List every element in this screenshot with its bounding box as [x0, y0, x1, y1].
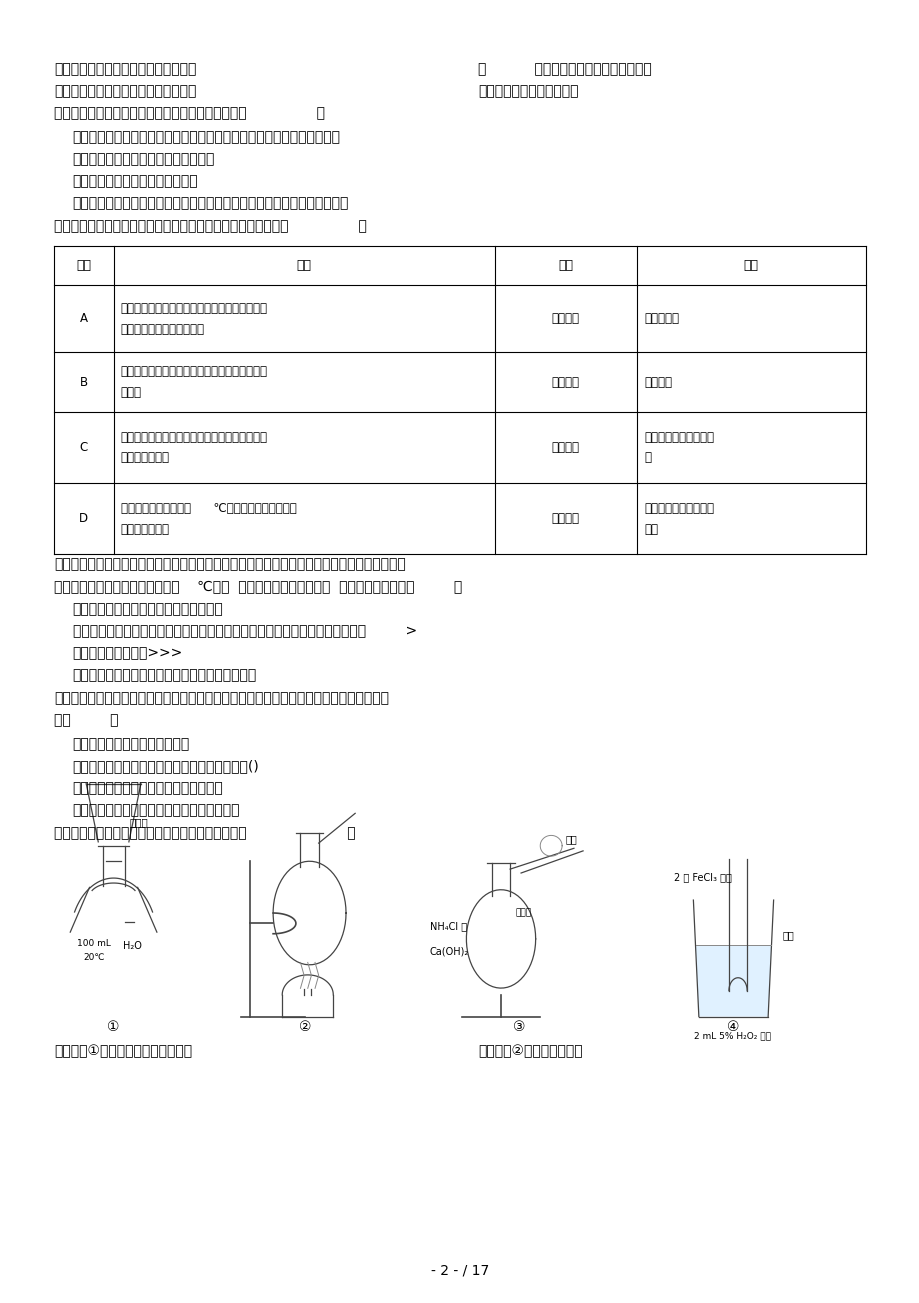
Text: 入溴水: 入溴水	[120, 386, 142, 399]
Text: ．向含有的溶液中通入适量氯气，当有被氧化时，该反应转移电子数目为: ．向含有的溶液中通入适量氯气，当有被氧化时，该反应转移电子数目为	[73, 130, 340, 143]
Text: 2 mL 5% H₂O₂ 溶液: 2 mL 5% H₂O₂ 溶液	[694, 1032, 770, 1041]
Text: 溶液变蓝: 溶液变蓝	[551, 313, 579, 326]
Text: ．设表示阿伏伽德罗常数的值，下列说法正确的是（                ）: ．设表示阿伏伽德罗常数的值，下列说法正确的是（ ）	[54, 107, 325, 120]
Text: 现象: 现象	[558, 259, 573, 272]
Text: C: C	[80, 442, 88, 453]
Text: 100 mL: 100 mL	[77, 939, 110, 947]
Text: 是（         ）: 是（ ）	[54, 714, 119, 727]
Text: 氧化: 氧化	[643, 523, 657, 536]
Text: A: A	[80, 313, 88, 326]
Text: 选项: 选项	[76, 259, 91, 272]
Text: NH₄Cl 和: NH₄Cl 和	[429, 921, 467, 930]
Text: ．、、三种元素组成的化合物的水溶液可能显碱性: ．、、三种元素组成的化合物的水溶液可能显碱性	[73, 668, 256, 683]
Polygon shape	[695, 946, 771, 1016]
Text: ．简单离子的半径：>>>: ．简单离子的半径：>>>	[73, 646, 183, 661]
Text: ．用装置①配制一定浓度的硫酸溶液: ．用装置①配制一定浓度的硫酸溶液	[54, 1044, 192, 1058]
Text: ①: ①	[108, 1020, 119, 1035]
Text: 氢氧化铜，加热: 氢氧化铜，加热	[120, 451, 170, 464]
Text: - 2 - / 17: - 2 - / 17	[430, 1264, 489, 1277]
Text: H₂O: H₂O	[122, 942, 142, 951]
Text: ．、、、、是原子序数依次增大的五种短周期元素。和同主族，可组成共价化合物，和最外层电: ．、、、、是原子序数依次增大的五种短周期元素。和同主族，可组成共价化合物，和最外…	[54, 556, 405, 571]
Text: D: D	[79, 512, 88, 525]
Text: 向蔗糖溶液中加稀硫酸，水浴加热后，加入新制: 向蔗糖溶液中加稀硫酸，水浴加热后，加入新制	[120, 431, 267, 444]
Text: Ca(OH)₂: Ca(OH)₂	[429, 947, 469, 956]
Text: ．用一种阴、阳离子双隔膜三室电解槽处理废水中的，模拟装置如图所示。下列说法正确的: ．用一种阴、阳离子双隔膜三室电解槽处理废水中的，模拟装置如图所示。下列说法正确的	[54, 692, 389, 706]
Text: ．含的溶液中，阳离子数目略小于: ．含的溶液中，阳离子数目略小于	[73, 173, 198, 188]
Text: ．用装置②分离溶解在中的: ．用装置②分离溶解在中的	[478, 1044, 583, 1058]
Text: 操作: 操作	[297, 259, 312, 272]
Text: 热水: 热水	[782, 930, 794, 939]
Text: 正确云: 正确云	[516, 908, 531, 917]
Text: 棉花: 棉花	[565, 834, 577, 844]
Text: 具有氧化性: 具有氧化性	[643, 313, 678, 326]
Text: ．与组成的简单氢化物的沸点高于与组成的简单氢化物的沸点，是因为非金属性         >: ．与组成的简单氢化物的沸点高于与组成的简单氢化物的沸点，是因为非金属性 >	[73, 624, 416, 638]
Text: B: B	[80, 375, 88, 388]
Text: ．电解一段时间后，阴极室溶液中的升高: ．电解一段时间后，阴极室溶液中的升高	[73, 780, 223, 795]
Text: 性: 性	[643, 451, 651, 464]
Text: 具漂白性: 具漂白性	[643, 375, 672, 388]
Text: ．和混合物中所含铜原子的数目不等于: ．和混合物中所含铜原子的数目不等于	[73, 151, 215, 165]
Text: 结论: 结论	[743, 259, 758, 272]
Text: ④: ④	[726, 1020, 739, 1035]
Text: 2 滴 FeCl₃ 溶液: 2 滴 FeCl₃ 溶液	[674, 872, 732, 882]
Text: 乙烯可被酸性高锰酸钾: 乙烯可被酸性高锰酸钾	[643, 502, 713, 515]
Text: ．用下列装置进行的实验，能达到相应实验目的是（                       ）: ．用下列装置进行的实验，能达到相应实验目的是（ ）	[54, 826, 356, 840]
Text: 向二氧化锰固体中加入浓盐酸后加热，将产生的: 向二氧化锰固体中加入浓盐酸后加热，将产生的	[120, 302, 267, 315]
Text: 蔗糖水解产物没有还原: 蔗糖水解产物没有还原	[643, 431, 713, 444]
Text: ②: ②	[299, 1020, 311, 1035]
Text: 溴水褪色: 溴水褪色	[551, 375, 579, 388]
Text: ．电解一段时间后，阴极室溶液中的溶质一定是(): ．电解一段时间后，阴极室溶液中的溶质一定是()	[73, 758, 259, 773]
Text: 溶液变蓝: 溶液变蓝	[551, 442, 579, 453]
Text: ．           用淀粉和水检验食盐中的碘元素: ． 用淀粉和水检验食盐中的碘元素	[478, 63, 652, 77]
Text: ．用食醋区别小苏打和食盐: ．用食醋区别小苏打和食盐	[478, 85, 578, 99]
Text: 20℃: 20℃	[83, 952, 105, 962]
Text: ．用灼烧并闻气味的方法检验真皮衣料: ．用灼烧并闻气味的方法检验真皮衣料	[54, 63, 197, 77]
Text: 向亚硫酸钠固体中加入浓硫酸，将产生的气体通: 向亚硫酸钠固体中加入浓硫酸，将产生的气体通	[120, 365, 267, 378]
Text: ．用食用碱（）溶液洗涤餐具上的油污: ．用食用碱（）溶液洗涤餐具上的油污	[54, 85, 197, 99]
Text: 无水乙醇与浓硫酸共热      ℃，将产生的气体通入酸: 无水乙醇与浓硫酸共热 ℃，将产生的气体通入酸	[120, 502, 296, 515]
Text: ．下列气体的制备和性质实验中，由现象得出的结论正确的是（                ）: ．下列气体的制备和性质实验中，由现象得出的结论正确的是（ ）	[54, 219, 367, 233]
Text: ．当电路中通过电子的电量时，阴极有的生成: ．当电路中通过电子的电量时，阴极有的生成	[73, 803, 240, 817]
Text: 气体通入淀粉碘化钾溶液液: 气体通入淀粉碘化钾溶液液	[120, 323, 205, 336]
Text: 子数之和与的最外层电子数相同，    ℃时，  和形成化合物的水溶液。  下列说法正确的是（         ）: 子数之和与的最外层电子数相同， ℃时， 和形成化合物的水溶液。 下列说法正确的是…	[54, 579, 462, 593]
Text: ③: ③	[513, 1020, 525, 1035]
Text: ．与、与形成的化合物的化学键完全相同: ．与、与形成的化合物的化学键完全相同	[73, 602, 223, 616]
Text: ．阳极室溶液由无色变成棕黄色: ．阳极室溶液由无色变成棕黄色	[73, 737, 189, 751]
Text: 性高锰酸钾溶液: 性高锰酸钾溶液	[120, 523, 170, 536]
Text: 溶液褪色: 溶液褪色	[551, 512, 579, 525]
Text: 浓硫酸: 浓硫酸	[129, 817, 148, 827]
Text: ．分子中的个原子分别被个一和个一取代，此有机物所含共用电子对数目为: ．分子中的个原子分别被个一和个一取代，此有机物所含共用电子对数目为	[73, 195, 348, 210]
